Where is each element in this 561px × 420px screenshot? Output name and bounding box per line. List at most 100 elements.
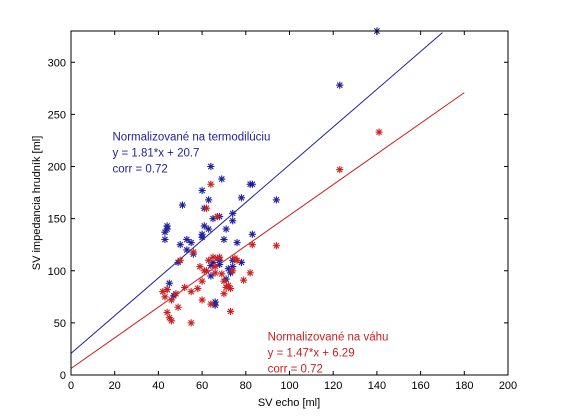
- x-tick-label: 0: [68, 380, 74, 392]
- data-point: [207, 300, 215, 308]
- data-point: [194, 284, 202, 293]
- data-point: [202, 204, 211, 212]
- data-point: [187, 239, 195, 247]
- data-point: [215, 253, 224, 261]
- plot-frame: [70, 30, 509, 376]
- data-point: [272, 196, 280, 204]
- data-points: [159, 27, 383, 327]
- data-point: [213, 212, 221, 221]
- data-point: [205, 225, 213, 233]
- x-tick-label: 120: [324, 380, 342, 392]
- data-point: [198, 186, 206, 195]
- data-point: [196, 262, 204, 271]
- y-tick-label: 300: [48, 57, 66, 69]
- data-point: [163, 285, 171, 294]
- data-point: [178, 201, 187, 209]
- data-point: [205, 256, 213, 264]
- fit-line: [71, 32, 443, 354]
- y-tick-label: 200: [48, 162, 66, 174]
- data-point: [187, 319, 195, 327]
- annotation-line: corr = 0.72: [268, 364, 323, 376]
- data-point: [272, 242, 280, 250]
- data-point: [222, 225, 230, 233]
- plot-background: [71, 31, 508, 375]
- data-point: [220, 277, 228, 285]
- x-tick-label: 80: [240, 380, 252, 392]
- y-tick-label: 150: [48, 214, 66, 226]
- data-point: [198, 233, 206, 241]
- fit-line: [71, 92, 465, 369]
- y-tick-label: 250: [48, 109, 66, 121]
- data-point: [229, 217, 237, 225]
- x-tick-label: 60: [196, 380, 208, 392]
- x-axis-label: SV echo [ml]: [258, 397, 320, 409]
- data-point: [161, 235, 169, 244]
- data-point: [183, 235, 191, 244]
- y-tick-label: 50: [54, 318, 66, 330]
- data-point: [240, 276, 248, 284]
- data-point: [176, 256, 184, 264]
- data-point: [233, 239, 241, 247]
- data-point: [205, 196, 213, 204]
- data-point: [226, 307, 235, 316]
- x-tick-label: 100: [280, 380, 298, 392]
- data-point: [167, 317, 176, 325]
- data-point: [176, 241, 184, 249]
- x-tick-label: 180: [455, 380, 473, 392]
- fit-lines: [71, 32, 465, 369]
- data-point: [207, 180, 215, 188]
- data-point: [189, 248, 197, 256]
- data-point: [211, 269, 219, 277]
- data-point: [248, 180, 256, 188]
- x-tick-label: 160: [411, 380, 429, 392]
- data-point: [248, 241, 256, 249]
- data-point: [209, 253, 217, 261]
- data-point: [165, 279, 173, 287]
- annotation-line: Normalizované na termodilúciu: [113, 131, 271, 143]
- axis-ticks: 0 20 40 60 80 100 120 140 160 180 200 0 50 100 150 200 2…: [48, 31, 517, 392]
- annotation-line: y = 1.81*x + 20.7: [113, 147, 200, 159]
- x-tick-label: 20: [109, 380, 121, 392]
- annotation-line: corr = 0.72: [113, 163, 168, 175]
- data-point: [207, 272, 215, 280]
- data-point: [161, 293, 169, 301]
- data-point: [187, 288, 195, 296]
- data-point: [181, 283, 189, 292]
- data-point: [375, 128, 383, 136]
- x-tick-label: 40: [152, 380, 164, 392]
- data-point: [220, 290, 228, 298]
- data-point: [237, 194, 246, 202]
- data-point: [248, 230, 256, 238]
- data-point: [336, 166, 344, 174]
- data-point: [211, 262, 219, 271]
- y-tick-label: 0: [60, 370, 66, 382]
- data-point: [202, 267, 211, 275]
- y-axis-label: SV impedancia hrudník [ml]: [31, 136, 43, 271]
- data-point: [233, 256, 241, 264]
- data-point: [218, 270, 226, 278]
- x-tick-label: 200: [499, 380, 517, 392]
- data-point: [200, 222, 208, 230]
- data-point: [174, 303, 182, 311]
- data-point: [211, 301, 219, 309]
- data-point: [226, 284, 235, 293]
- data-point: [167, 296, 176, 304]
- data-point: [229, 267, 237, 275]
- data-point: [218, 175, 226, 183]
- data-point: [229, 209, 237, 218]
- y-tick-label: 100: [48, 266, 66, 278]
- data-point: [207, 162, 215, 171]
- data-point: [336, 81, 344, 89]
- data-point: [172, 290, 180, 298]
- data-point: [198, 277, 206, 285]
- annotation-line: y = 1.47*x + 6.29: [268, 348, 355, 360]
- data-point: [246, 269, 254, 277]
- annotation-line: Normalizované na váhu: [268, 332, 389, 344]
- x-tick-label: 140: [368, 380, 386, 392]
- data-point: [183, 246, 191, 254]
- annotations: Normalizované na termodilúciu y = 1.81*x …: [113, 131, 389, 375]
- data-point: [198, 296, 206, 304]
- data-point: [220, 235, 228, 244]
- data-point: [163, 222, 171, 230]
